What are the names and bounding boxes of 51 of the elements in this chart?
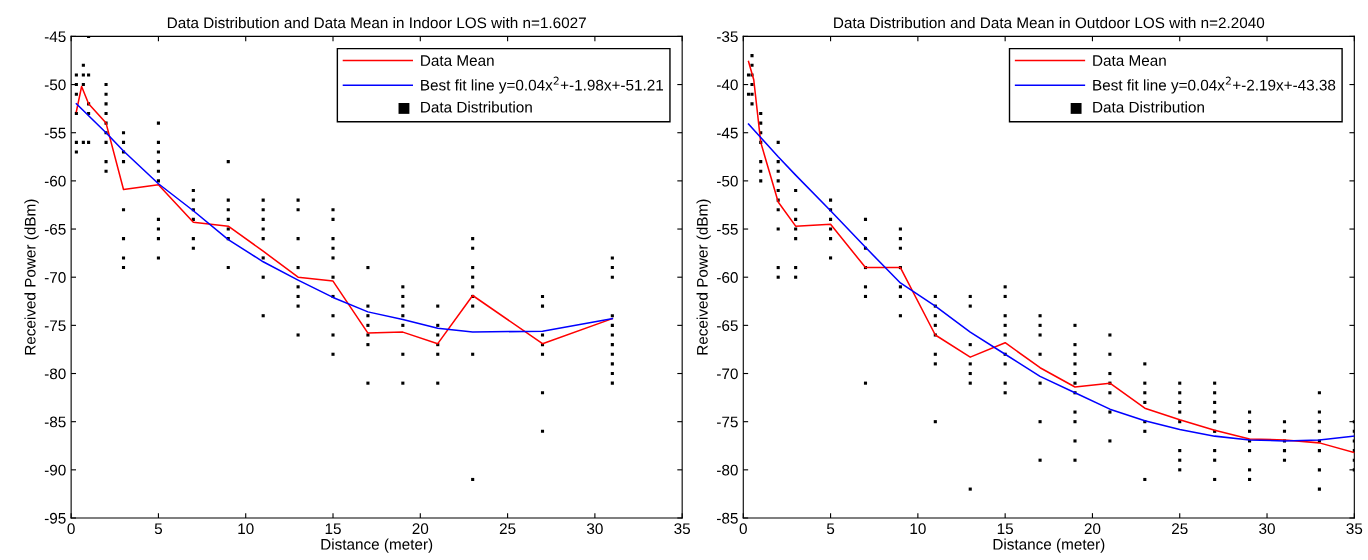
x-axis-title: Distance (meter) [321, 538, 433, 553]
y-tick-label: -45 [44, 31, 66, 43]
legend-label: Data Mean [1093, 55, 1166, 66]
y-tick-label: -75 [44, 320, 66, 332]
y-tick-label: -65 [44, 223, 66, 235]
x-tick-label: 5 [154, 523, 163, 535]
y-tick-label: -50 [44, 79, 66, 91]
y-tick-label: -65 [717, 320, 738, 332]
x-tick-label: 15 [997, 523, 1014, 535]
x-tick-label: 25 [499, 523, 516, 535]
y-tick-label: -80 [44, 368, 66, 380]
y-tick-label: -85 [717, 512, 738, 524]
x-tick-label: 15 [325, 523, 341, 535]
chart-title: Data Distribution and Data Mean in Indoor LOS with n=1.6027 [167, 17, 586, 29]
y-tick-label: -85 [44, 416, 66, 428]
y-tick-label: -70 [717, 368, 738, 380]
x-tick-label: 30 [1259, 523, 1275, 535]
legend-label: Best fit line y=0.04x$^{2}$+-1.98x+-51.21 [421, 76, 664, 94]
x-tick-label: 30 [586, 523, 603, 535]
y-tick-label: -60 [44, 175, 66, 187]
line-series [747, 123, 1355, 442]
y-tick-label: -75 [717, 416, 738, 428]
legend-label: Data Distribution [421, 101, 532, 113]
legend-label: Data Distribution [1093, 101, 1204, 113]
y-tick-label: -90 [44, 464, 66, 476]
legend-label: Best fit line y=0.04x$^{2}$+-2.19x+-43.38 [1093, 76, 1336, 94]
x-tick-label: 35 [674, 523, 691, 535]
y-tick-label: -80 [717, 464, 738, 476]
x-tick-label: 0 [67, 523, 75, 535]
y-tick-label: -95 [44, 512, 66, 524]
chart-title: Data Distribution and Data Mean in Outdoor LOS with n=2.2040 [834, 17, 1265, 29]
y-axis-title: Received Power (dBm) [696, 199, 711, 355]
y-tick-label: -50 [717, 175, 738, 187]
y-tick-label: -40 [717, 79, 738, 91]
y-tick-label: -45 [717, 127, 738, 139]
y-tick-label: -35 [717, 31, 738, 43]
x-tick-label: 5 [826, 523, 835, 535]
y-axis-title: Received Power (dBm) [24, 199, 39, 355]
legend-label: Data Mean [421, 55, 494, 66]
x-tick-label: 20 [1084, 523, 1101, 535]
y-tick-label: -55 [717, 224, 738, 235]
y-tick-label: -60 [717, 272, 738, 283]
x-tick-label: 25 [1172, 523, 1188, 535]
x-tick-label: 20 [412, 523, 429, 535]
y-tick-label: -70 [44, 272, 66, 283]
x-tick-label: 0 [739, 523, 747, 535]
y-tick-label: -55 [44, 127, 66, 139]
x-axis-title: Distance (meter) [993, 538, 1105, 553]
x-tick-label: 10 [910, 523, 926, 535]
x-tick-label: 35 [1346, 523, 1363, 535]
x-tick-label: 10 [238, 523, 254, 535]
